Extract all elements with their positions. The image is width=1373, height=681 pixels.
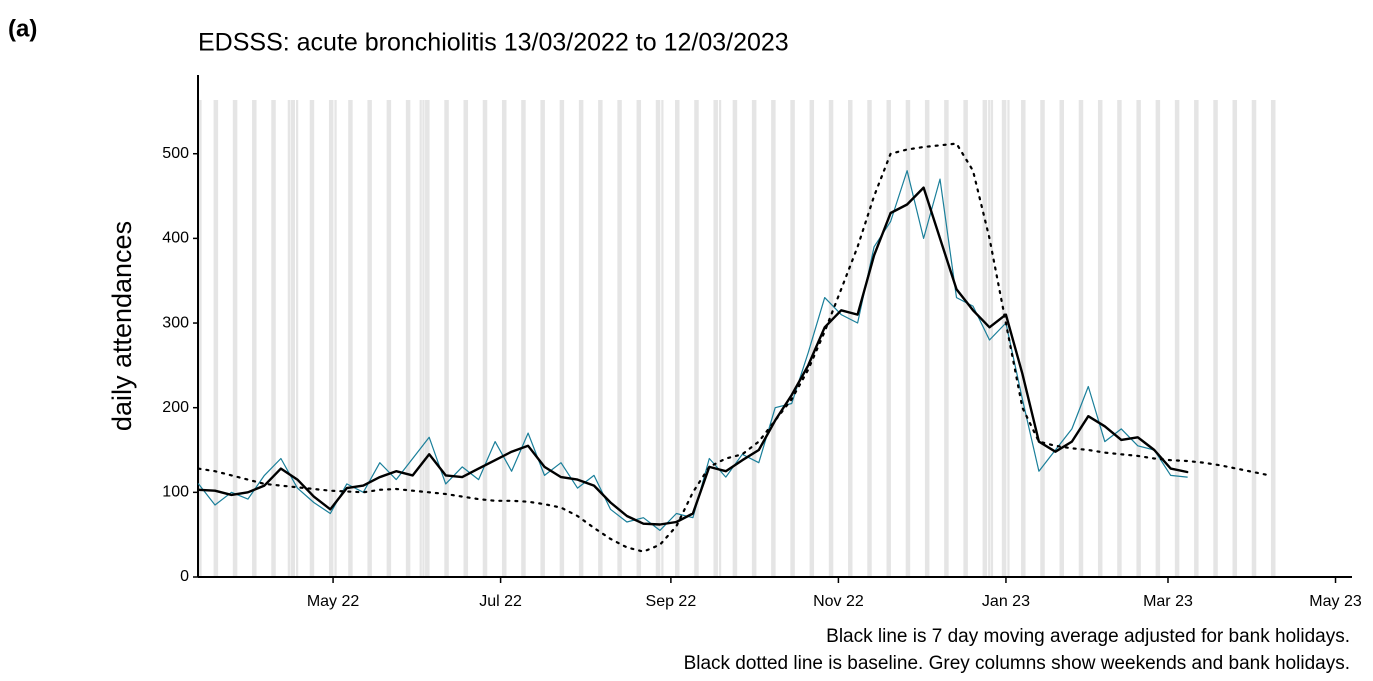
x-tick-label: Sep 22 <box>646 593 697 610</box>
series-line <box>197 186 1189 526</box>
chart-title: EDSSS: acute bronchiolitis 13/03/2022 to… <box>198 29 789 57</box>
weekend-column <box>598 100 603 577</box>
weekend-column <box>386 100 392 577</box>
weekend-column <box>232 100 238 577</box>
weekend-column <box>252 100 257 577</box>
weekend-column <box>367 100 372 577</box>
weekend-column <box>944 100 949 577</box>
weekend-column <box>790 100 795 577</box>
weekend-column <box>540 100 545 577</box>
note: Black line is 7 day moving average adjus… <box>826 626 1350 647</box>
weekend-column <box>905 100 911 577</box>
weekend-column <box>309 100 315 577</box>
weekend-column <box>867 100 872 577</box>
weekend-column <box>213 100 219 577</box>
weekend-column <box>1232 100 1238 577</box>
bank-holiday-column <box>334 100 337 577</box>
weekend-column <box>444 100 449 577</box>
weekend-column <box>405 100 411 577</box>
weekend-column <box>501 100 507 577</box>
weekend-column <box>732 100 738 577</box>
bank-holiday-column <box>661 100 664 577</box>
bank-holiday-column <box>295 100 299 577</box>
y-tick-label: 0 <box>180 568 189 585</box>
weekend-column <box>771 100 776 577</box>
y-tick-label: 400 <box>162 230 189 247</box>
weekend-column <box>1270 100 1276 577</box>
y-tick-label: 500 <box>162 145 189 162</box>
weekend-column <box>713 100 718 577</box>
weekend-column <box>828 100 834 577</box>
weekend-column <box>1117 100 1122 577</box>
weekend-column <box>463 100 469 577</box>
weekend-column <box>1213 100 1218 577</box>
weekend-column <box>328 100 334 577</box>
weekend-column <box>751 100 757 577</box>
y-tick-label: 100 <box>162 484 189 501</box>
note: Black dotted line is baseline. Grey colu… <box>684 653 1350 674</box>
weekend-column <box>425 100 430 577</box>
bank-holiday-column <box>287 100 290 577</box>
weekend-column <box>982 100 988 577</box>
x-tick-label: Mar 23 <box>1143 593 1193 610</box>
weekend-column <box>924 100 930 577</box>
weekend-column <box>1059 100 1064 577</box>
bank-holiday-column <box>990 100 994 577</box>
weekend-column <box>521 100 526 577</box>
bank-holiday-column <box>422 100 425 577</box>
weekend-column <box>636 100 642 577</box>
weekend-column <box>617 100 622 577</box>
series-line <box>197 142 1271 553</box>
weekend-column <box>578 100 584 577</box>
bank-holiday-column <box>419 100 422 577</box>
weekend-column <box>348 100 353 577</box>
x-tick-label: Jul 22 <box>479 593 522 610</box>
weekend-column <box>290 100 295 577</box>
weekend-column <box>1097 100 1103 577</box>
weekend-column <box>1021 100 1026 577</box>
weekend-column <box>1251 100 1257 577</box>
y-tick-label: 200 <box>162 399 189 416</box>
series-line <box>197 170 1188 531</box>
weekend-column <box>886 100 891 577</box>
x-tick-label: May 23 <box>1309 593 1362 610</box>
weekend-column <box>1001 100 1007 577</box>
weekend-column <box>1155 100 1161 577</box>
weekend-column <box>271 100 276 577</box>
weekend-column <box>197 100 202 577</box>
weekend-column <box>482 100 488 577</box>
weekend-column <box>1194 100 1199 577</box>
weekend-column <box>675 100 680 577</box>
weekend-column <box>1136 100 1141 577</box>
panel-label: (a) <box>8 15 37 42</box>
x-tick-label: Nov 22 <box>813 593 864 610</box>
y-axis-label: daily attendances <box>107 221 137 431</box>
weekend-column <box>1174 100 1180 577</box>
weekend-column <box>559 100 565 577</box>
x-tick-label: May 22 <box>307 593 360 610</box>
weekend-column <box>1078 100 1084 577</box>
weekend-column <box>809 100 815 577</box>
weekend-column <box>963 100 968 577</box>
weekend-column <box>655 100 661 577</box>
weekend-column <box>694 100 699 577</box>
weekend-column <box>848 100 853 577</box>
weekend-column <box>1040 100 1045 577</box>
y-tick-label: 300 <box>162 314 189 331</box>
bank-holiday-column <box>718 100 722 577</box>
x-tick-label: Jan 23 <box>982 593 1030 610</box>
